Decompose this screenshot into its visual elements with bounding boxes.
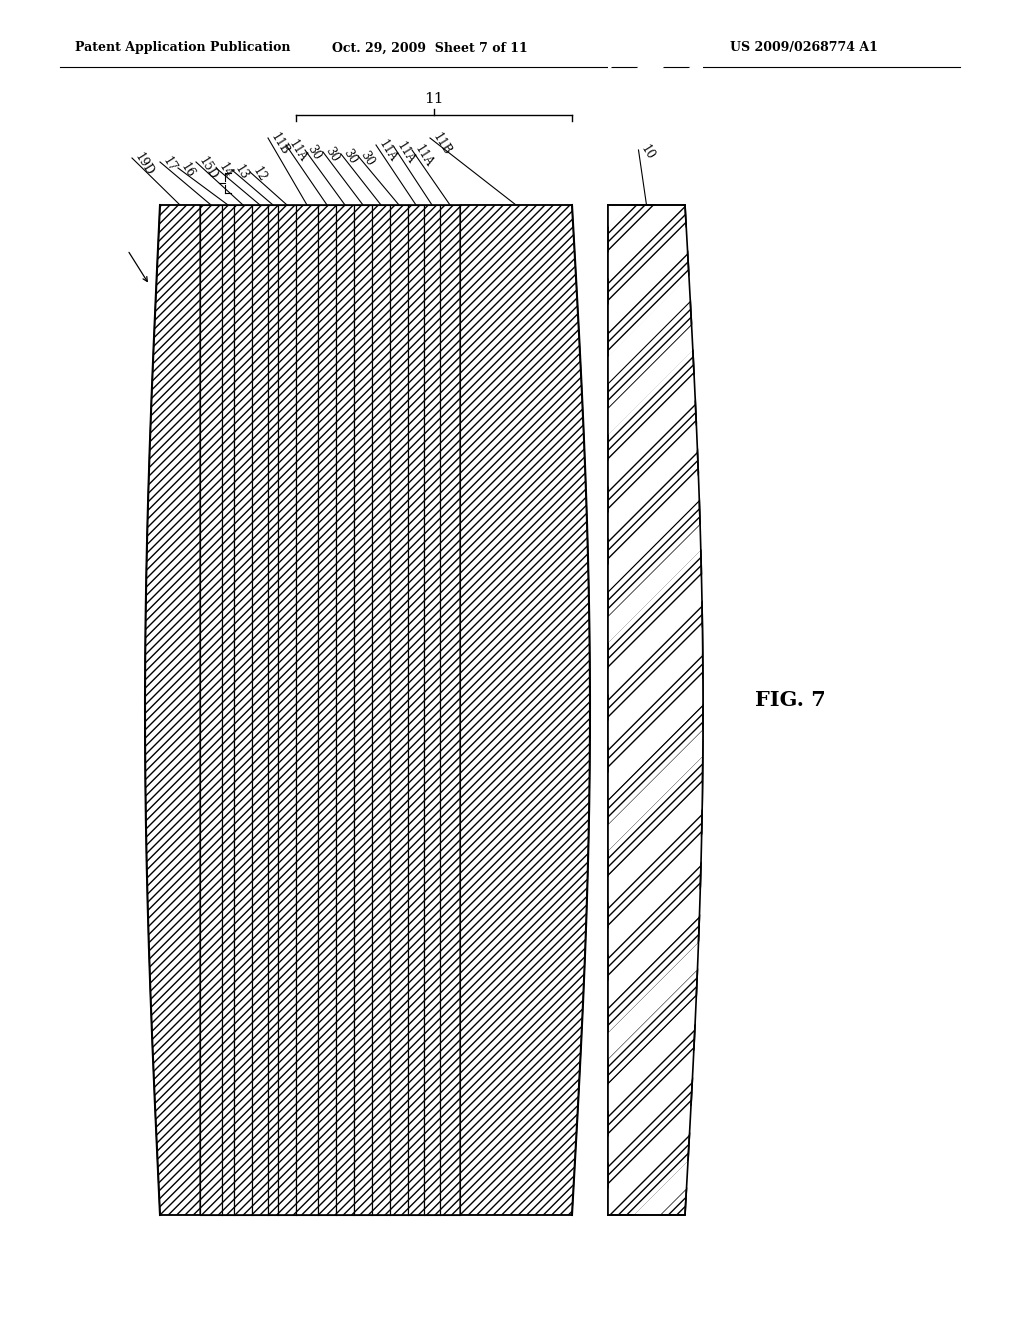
Polygon shape <box>608 834 703 954</box>
Polygon shape <box>440 205 460 1214</box>
Polygon shape <box>318 205 336 1214</box>
Polygon shape <box>608 0 703 71</box>
Text: 19D: 19D <box>132 150 156 178</box>
Polygon shape <box>608 54 703 176</box>
Polygon shape <box>460 205 590 1214</box>
Polygon shape <box>608 470 703 591</box>
Text: 10: 10 <box>639 143 657 162</box>
Polygon shape <box>608 1199 703 1319</box>
Polygon shape <box>145 205 200 1214</box>
Polygon shape <box>608 990 703 1111</box>
Polygon shape <box>252 205 268 1214</box>
Polygon shape <box>608 781 703 903</box>
Polygon shape <box>608 261 703 383</box>
Polygon shape <box>608 521 703 643</box>
Text: 12: 12 <box>250 165 269 185</box>
Polygon shape <box>424 205 440 1214</box>
Polygon shape <box>608 886 703 1007</box>
Text: 11B: 11B <box>430 131 454 158</box>
Polygon shape <box>234 205 252 1214</box>
Text: 11A: 11A <box>376 139 399 165</box>
Polygon shape <box>608 366 703 487</box>
Polygon shape <box>608 418 703 539</box>
Text: 11A: 11A <box>286 139 309 165</box>
Polygon shape <box>408 205 424 1214</box>
Text: 15D: 15D <box>196 156 220 182</box>
Text: 11B: 11B <box>268 131 292 158</box>
Text: 11A: 11A <box>394 140 418 166</box>
Polygon shape <box>200 205 222 1214</box>
Text: 13: 13 <box>232 164 251 182</box>
Text: 11A: 11A <box>412 143 435 170</box>
Polygon shape <box>278 205 296 1214</box>
Polygon shape <box>608 626 703 747</box>
Polygon shape <box>608 678 703 799</box>
Text: 16: 16 <box>178 161 197 181</box>
Polygon shape <box>222 205 234 1214</box>
Polygon shape <box>608 1094 703 1214</box>
Polygon shape <box>608 205 703 1214</box>
Text: 14: 14 <box>216 161 234 181</box>
Text: Oct. 29, 2009  Sheet 7 of 11: Oct. 29, 2009 Sheet 7 of 11 <box>332 41 528 54</box>
Polygon shape <box>608 939 703 1059</box>
Polygon shape <box>336 205 354 1214</box>
Text: US 2009/0268774 A1: US 2009/0268774 A1 <box>730 41 878 54</box>
Polygon shape <box>372 205 390 1214</box>
Polygon shape <box>608 106 703 227</box>
Text: Patent Application Publication: Patent Application Publication <box>75 41 291 54</box>
Text: 30: 30 <box>323 145 342 165</box>
Text: 30: 30 <box>305 143 324 162</box>
Text: 11: 11 <box>424 92 443 106</box>
Polygon shape <box>608 3 703 123</box>
Polygon shape <box>608 1146 703 1267</box>
Polygon shape <box>390 205 408 1214</box>
Polygon shape <box>608 210 703 331</box>
Polygon shape <box>608 314 703 436</box>
Polygon shape <box>608 1041 703 1163</box>
Polygon shape <box>608 730 703 851</box>
Polygon shape <box>608 574 703 696</box>
Text: 30: 30 <box>358 149 377 169</box>
Polygon shape <box>608 0 703 18</box>
Text: 30: 30 <box>341 147 360 166</box>
Polygon shape <box>268 205 278 1214</box>
Polygon shape <box>608 1250 703 1320</box>
Polygon shape <box>608 158 703 279</box>
Text: FIG. 7: FIG. 7 <box>755 690 825 710</box>
Text: 17: 17 <box>160 156 179 174</box>
Polygon shape <box>296 205 318 1214</box>
Polygon shape <box>354 205 372 1214</box>
